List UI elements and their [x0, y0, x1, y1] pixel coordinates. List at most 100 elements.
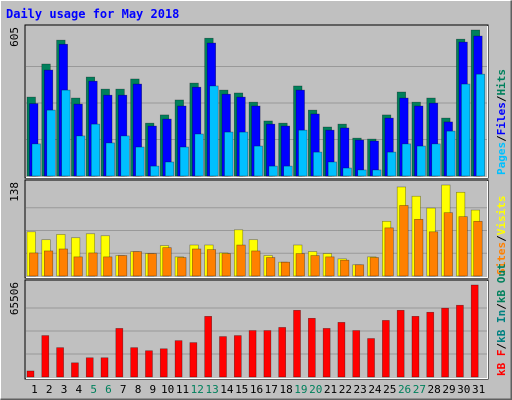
- bar: [58, 248, 68, 277]
- x-tick-label: 6: [105, 383, 112, 396]
- bar: [266, 257, 276, 277]
- bar: [162, 247, 172, 277]
- x-tick-label: 1: [31, 383, 38, 396]
- x-tick-label: 20: [309, 383, 322, 396]
- bar: [224, 131, 234, 177]
- bar: [401, 143, 411, 177]
- bar: [461, 83, 471, 177]
- legend: Pages/Files/Hits: [495, 69, 508, 175]
- bar: [61, 89, 71, 177]
- legend-entry: kB In: [495, 310, 508, 343]
- bar: [411, 316, 420, 378]
- bar: [443, 212, 453, 277]
- bar: [327, 161, 337, 177]
- bar: [293, 309, 301, 378]
- bar: [132, 251, 142, 277]
- legend: kB F/kB In/kB Out: [495, 263, 508, 376]
- x-tick-label: 18: [279, 383, 292, 396]
- bar: [44, 250, 54, 277]
- x-tick-label: 24: [368, 383, 382, 396]
- x-tick-label: 25: [383, 383, 396, 396]
- bar: [88, 252, 98, 277]
- bar: [221, 253, 231, 277]
- bar: [115, 328, 124, 378]
- bar: [384, 227, 394, 277]
- legend: Sites/Visits: [495, 196, 508, 276]
- bar: [396, 309, 405, 378]
- legend-separator: /: [495, 135, 508, 142]
- bar: [233, 335, 242, 378]
- bar: [441, 307, 449, 378]
- bar: [470, 284, 479, 378]
- bar: [325, 256, 335, 277]
- chart-title: Daily usage for May 2018: [6, 7, 179, 21]
- bar: [298, 129, 308, 177]
- x-tick-label: 8: [135, 383, 142, 396]
- bar: [236, 244, 246, 277]
- x-tick-label: 3: [61, 383, 68, 396]
- bar: [159, 348, 168, 378]
- bar: [248, 330, 257, 378]
- x-tick-label: 10: [161, 383, 174, 396]
- bar: [295, 253, 305, 277]
- x-tick-label: 4: [76, 383, 83, 396]
- bar: [352, 330, 361, 378]
- bar: [308, 317, 316, 378]
- bar: [73, 256, 83, 277]
- bar: [85, 357, 94, 378]
- x-tick-label: 15: [235, 383, 248, 396]
- y-max-label: 605: [8, 27, 21, 47]
- bar: [219, 336, 227, 378]
- bar: [475, 73, 485, 177]
- legend-separator: /: [495, 235, 508, 242]
- bar: [135, 146, 145, 177]
- legend-separator: /: [495, 343, 508, 350]
- bar: [357, 169, 367, 177]
- y-max-label: 138: [8, 182, 21, 202]
- bar: [446, 130, 456, 177]
- bar: [431, 143, 441, 177]
- x-tick-label: 14: [220, 383, 234, 396]
- legend-entry: Visits: [495, 196, 508, 236]
- bar: [310, 255, 320, 277]
- x-tick-label: 17: [265, 383, 278, 396]
- legend-entry: Sites: [495, 242, 508, 275]
- bar: [268, 165, 278, 177]
- x-tick-label: 23: [354, 383, 367, 396]
- bar: [204, 316, 212, 378]
- bar: [367, 338, 375, 378]
- bar: [209, 85, 219, 177]
- x-tick-label: 9: [150, 383, 157, 396]
- legend-entry: Pages: [495, 142, 508, 175]
- bar: [340, 259, 350, 277]
- x-tick-label: 2: [46, 383, 53, 396]
- bar: [251, 250, 261, 277]
- x-tick-label: 26: [398, 383, 411, 396]
- bar: [473, 220, 483, 277]
- bar: [194, 133, 204, 177]
- legend-entry: Files: [495, 102, 508, 135]
- bar: [105, 142, 115, 177]
- bar: [456, 304, 464, 378]
- bar: [238, 131, 249, 177]
- bar: [280, 261, 291, 277]
- bar: [31, 143, 41, 177]
- x-tick-label: 21: [324, 383, 337, 396]
- legend-entry: Hits: [495, 69, 508, 96]
- bar: [416, 145, 426, 177]
- bar: [174, 340, 183, 378]
- bar: [206, 249, 216, 277]
- x-tick-label: 29: [442, 383, 455, 396]
- x-tick-label: 22: [339, 383, 352, 396]
- x-tick-label: 13: [205, 383, 218, 396]
- bar: [103, 256, 113, 277]
- bar: [313, 151, 323, 177]
- bar: [322, 328, 331, 378]
- bar: [426, 311, 435, 378]
- legend-separator: /: [495, 303, 508, 310]
- y-max-label: 65506: [8, 282, 21, 315]
- bar: [90, 123, 101, 177]
- bar: [179, 146, 189, 177]
